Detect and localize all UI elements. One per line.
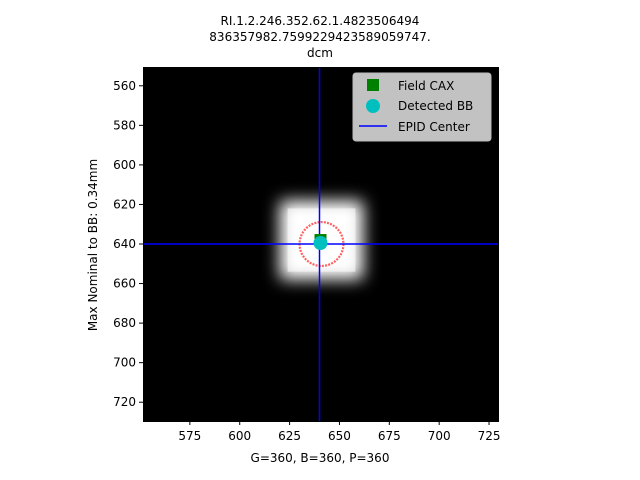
legend-detected-bb-label: Detected BB (398, 99, 473, 113)
x-tick-label: 625 (278, 429, 301, 443)
legend-field-cax-label: Field CAX (398, 79, 454, 93)
y-tick-label: 580 (113, 118, 136, 132)
title-line-3: dcm (307, 46, 333, 60)
legend-epid-center-label: EPID Center (398, 120, 470, 134)
x-axis-label: G=360, B=360, P=360 (251, 451, 390, 465)
y-axis: 560 580 600 620 640 660 680 700 720 (113, 79, 143, 409)
y-tick-label: 680 (113, 316, 136, 330)
legend-field-cax-swatch (367, 79, 379, 91)
y-tick-label: 700 (113, 356, 136, 370)
x-tick-label: 575 (178, 429, 201, 443)
title-line-2: 836357982.7599229423589059747. (209, 30, 430, 44)
chart-title: RI.1.2.246.352.62.1.4823506494 836357982… (209, 14, 430, 60)
x-tick-label: 675 (378, 429, 401, 443)
x-tick-label: 700 (428, 429, 451, 443)
y-tick-label: 560 (113, 79, 136, 93)
y-tick-label: 640 (113, 237, 136, 251)
y-tick-label: 720 (113, 395, 136, 409)
legend-box (352, 72, 492, 142)
x-axis: 575 600 625 650 675 700 725 (178, 421, 500, 443)
legend-detected-bb-swatch (366, 99, 380, 113)
x-tick-label: 650 (328, 429, 351, 443)
y-tick-label: 620 (113, 197, 136, 211)
y-tick-label: 600 (113, 158, 136, 172)
axes-frame (143, 67, 499, 422)
y-axis-label: Max Nominal to BB: 0.34mm (86, 159, 100, 331)
title-line-1: RI.1.2.246.352.62.1.4823506494 (221, 14, 420, 28)
y-tick-label: 660 (113, 277, 136, 291)
legend: Field CAX Detected BB EPID Center (352, 72, 492, 142)
detected-bb-marker (313, 236, 328, 251)
x-tick-label: 600 (228, 429, 251, 443)
x-tick-label: 725 (478, 429, 501, 443)
